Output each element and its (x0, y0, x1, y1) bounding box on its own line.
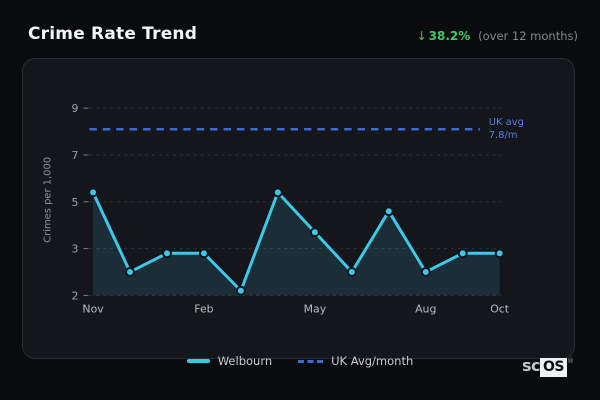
trend-indicator: ↓ 38.2% (over 12 months) (417, 29, 578, 43)
legend-label-welbourn: Welbourn (217, 354, 273, 368)
data-point-jun[interactable] (346, 267, 357, 277)
data-point-jan[interactable] (162, 248, 172, 259)
page-title: Crime Rate Trend (28, 24, 198, 44)
crime-trend-chart[interactable]: 2 3 5 7 9 UK avg 7.8/m Nov Feb May Aug Oct Crimes pe… (23, 59, 574, 358)
data-point-may[interactable] (309, 227, 320, 238)
data-point-apr[interactable] (272, 187, 283, 198)
y-tick-label: 5 (72, 196, 79, 209)
y-tick-label: 9 (72, 102, 79, 115)
y-tick-label: 7 (72, 149, 79, 162)
x-tick-label-aug: Aug (415, 302, 436, 315)
uk-avg-annotation: 7.8/m (489, 130, 518, 141)
welbourn-line-swatch (186, 359, 210, 363)
legend-label-uk-avg: UK Avg/month (331, 354, 414, 368)
data-point-oct[interactable] (494, 248, 505, 259)
data-point-aug[interactable] (420, 267, 431, 277)
x-tick-label-nov: Nov (82, 302, 104, 315)
y-tick-label: 3 (72, 243, 79, 256)
uk-avg-line-swatch (298, 359, 324, 363)
trend-down-arrow-icon: ↓ (416, 29, 427, 43)
scos-logo-prefix: sc (522, 356, 541, 375)
x-tick-label-feb: Feb (194, 302, 213, 315)
trend-context: (over 12 months) (478, 29, 578, 43)
uk-avg-annotation: UK avg (489, 117, 524, 128)
chart-card: 2 3 5 7 9 UK avg 7.8/m Nov Feb May Aug Oct Crimes pe… (22, 58, 575, 359)
data-point-sep[interactable] (457, 248, 468, 259)
y-axis-label: Crimes per 1,000 (43, 157, 54, 243)
widget-header: Crime Rate Trend ↓ 38.2% (over 12 months) (0, 0, 600, 50)
y-tick-label: 2 (72, 289, 79, 302)
data-point-feb[interactable] (198, 248, 209, 259)
data-point-mar[interactable] (235, 285, 246, 296)
data-point-dec[interactable] (125, 267, 135, 277)
chart-legend: Welbourn UK Avg/month (0, 354, 600, 368)
legend-item-welbourn[interactable]: Welbourn (186, 354, 273, 368)
data-point-jul[interactable] (383, 206, 394, 217)
scos-logo: sc OS ® (522, 356, 574, 377)
data-point-nov[interactable] (88, 187, 99, 198)
welbourn-area-fill (93, 192, 500, 296)
x-tick-label-may: May (304, 302, 327, 315)
x-tick-label-oct: Oct (490, 302, 510, 315)
scos-logo-box: OS (540, 358, 567, 377)
legend-item-uk-avg[interactable]: UK Avg/month (298, 354, 413, 368)
registered-mark-icon: ® (567, 357, 574, 365)
trend-percentage: 38.2% (428, 29, 471, 43)
welbourn-line (91, 190, 502, 293)
